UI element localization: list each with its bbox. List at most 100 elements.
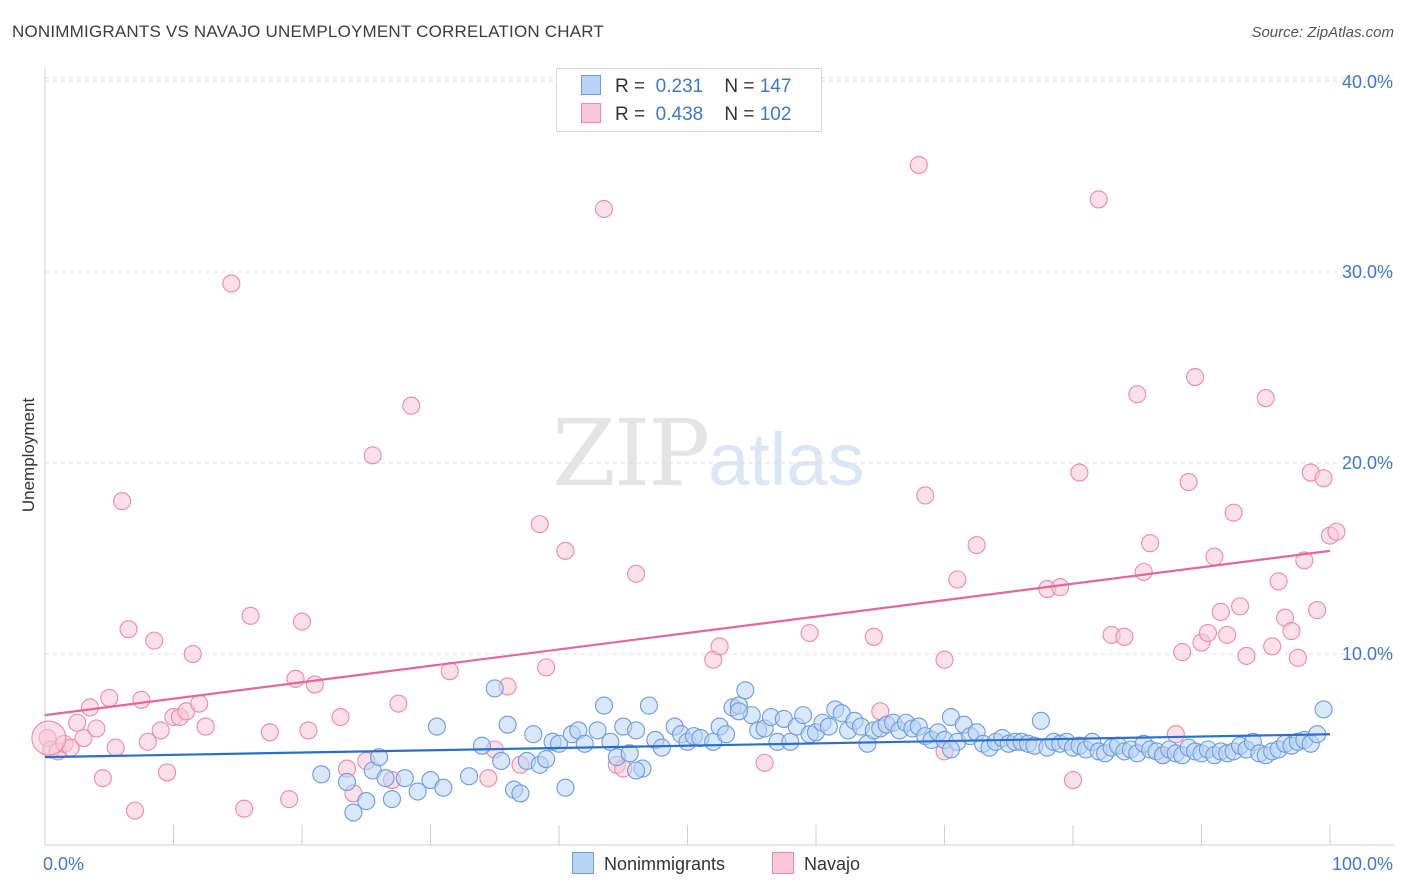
data-point bbox=[1237, 646, 1256, 665]
data-point bbox=[716, 725, 736, 744]
data-point bbox=[941, 740, 960, 759]
chart-title: NONIMMIGRANTS VS NAVAJO UNEMPLOYMENT COR… bbox=[12, 22, 605, 41]
data-point bbox=[151, 721, 170, 740]
data-point bbox=[119, 620, 138, 639]
data-point bbox=[948, 570, 967, 589]
data-point bbox=[1198, 623, 1217, 643]
data-point bbox=[100, 688, 119, 707]
data-point bbox=[524, 725, 543, 744]
data-point bbox=[1211, 602, 1230, 622]
data-point bbox=[370, 748, 389, 767]
legend-label-navajo: Navajo bbox=[804, 854, 861, 874]
data-point bbox=[556, 778, 575, 797]
data-point bbox=[1269, 572, 1288, 591]
data-point bbox=[1141, 534, 1160, 553]
data-point bbox=[1288, 648, 1307, 667]
data-point bbox=[1263, 637, 1282, 656]
data-point bbox=[1063, 771, 1083, 790]
data-point bbox=[235, 799, 254, 818]
data-point bbox=[492, 751, 511, 771]
legend-n-value: 147 bbox=[759, 76, 792, 97]
data-point bbox=[125, 801, 144, 820]
data-point bbox=[1218, 625, 1237, 644]
data-point bbox=[312, 765, 331, 784]
navajo-swatch bbox=[772, 852, 794, 874]
data-point bbox=[138, 732, 157, 751]
data-point bbox=[498, 715, 517, 734]
legend-n-label: N = bbox=[724, 76, 755, 97]
data-point bbox=[427, 717, 446, 736]
data-point bbox=[556, 541, 575, 560]
legend-item-navajo[interactable]: Navajo bbox=[772, 852, 860, 875]
data-point bbox=[537, 749, 556, 769]
trend-lines bbox=[44, 549, 1331, 759]
data-point bbox=[530, 515, 549, 534]
watermark-atlas: atlas bbox=[708, 418, 865, 501]
x-tick-label: 0.0% bbox=[43, 854, 84, 874]
data-point bbox=[408, 782, 427, 801]
data-point bbox=[222, 274, 241, 293]
y-axis-label: Unemployment bbox=[19, 398, 38, 513]
y-tick-label: 10.0% bbox=[1342, 644, 1393, 664]
data-point bbox=[459, 767, 479, 786]
data-point bbox=[800, 623, 819, 643]
y-tick-label: 30.0% bbox=[1342, 262, 1393, 282]
data-point bbox=[1089, 190, 1108, 209]
data-point bbox=[80, 698, 100, 717]
data-point bbox=[1314, 469, 1333, 488]
data-point bbox=[331, 707, 350, 727]
nonimmigrants-swatch bbox=[572, 852, 594, 874]
data-point bbox=[1327, 522, 1346, 541]
data-point bbox=[588, 721, 607, 740]
data-point bbox=[183, 644, 202, 664]
data-point bbox=[389, 694, 408, 713]
data-point bbox=[434, 778, 453, 797]
legend-item-nonimmigrants[interactable]: Nonimmigrants bbox=[572, 852, 725, 875]
legend-row-nonimmigrants: R = 0.231 N = 147 bbox=[581, 75, 791, 99]
data-point bbox=[736, 681, 755, 700]
data-point bbox=[909, 155, 928, 175]
data-point bbox=[106, 738, 125, 757]
data-point bbox=[710, 637, 729, 656]
legend-n-label: N = bbox=[724, 104, 755, 125]
data-point bbox=[1282, 622, 1301, 641]
source-credit: Source: ZipAtlas.com bbox=[1251, 24, 1394, 41]
watermark: ZIPatlas bbox=[552, 400, 864, 507]
data-point bbox=[967, 536, 986, 555]
y-tick-label: 40.0% bbox=[1342, 72, 1393, 92]
data-point bbox=[1179, 473, 1198, 492]
data-point bbox=[1070, 463, 1089, 482]
data-point bbox=[241, 606, 260, 625]
data-point bbox=[113, 492, 132, 511]
data-point bbox=[158, 763, 177, 782]
data-point bbox=[1128, 385, 1147, 404]
data-point bbox=[1115, 627, 1134, 646]
data-point bbox=[292, 612, 312, 631]
data-point bbox=[781, 732, 800, 751]
data-point bbox=[402, 396, 421, 415]
watermark-zip: ZIP bbox=[552, 400, 710, 507]
data-point bbox=[132, 690, 151, 709]
legend-r-value: 0.438 bbox=[655, 104, 704, 125]
data-point bbox=[357, 792, 376, 811]
data-point bbox=[729, 702, 748, 721]
data-point bbox=[395, 769, 414, 788]
nonimmigrants-swatch bbox=[581, 75, 601, 95]
navajo-points bbox=[31, 155, 1346, 820]
data-point bbox=[511, 784, 530, 803]
data-point bbox=[652, 738, 671, 757]
legend-r-label: R = bbox=[615, 76, 646, 97]
legend-r-label: R = bbox=[615, 104, 646, 125]
navajo-swatch bbox=[581, 103, 601, 123]
data-point bbox=[363, 446, 382, 465]
legend-r-value: 0.231 bbox=[655, 76, 704, 97]
data-point bbox=[1166, 725, 1185, 744]
data-point bbox=[575, 734, 594, 753]
data-point bbox=[1205, 547, 1224, 566]
data-point bbox=[305, 675, 324, 694]
data-point bbox=[1134, 562, 1153, 581]
data-point bbox=[1231, 597, 1250, 616]
data-point bbox=[1314, 700, 1333, 719]
data-point bbox=[639, 696, 659, 715]
